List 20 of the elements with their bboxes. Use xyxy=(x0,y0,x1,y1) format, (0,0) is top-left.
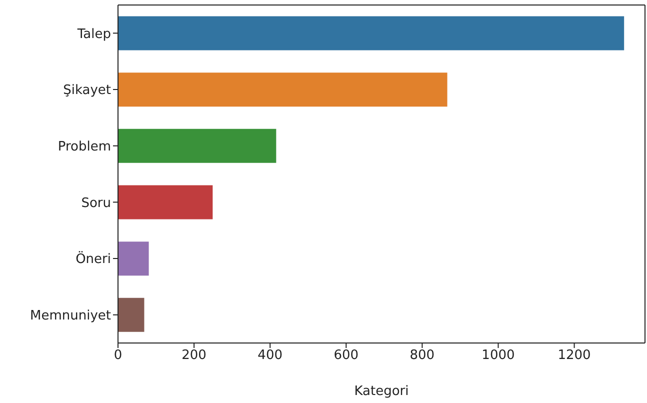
x-tick-label: 800 xyxy=(410,348,435,364)
bar xyxy=(118,128,276,163)
y-tick-label: Öneri xyxy=(76,251,111,268)
y-tick-label: Problem xyxy=(58,139,111,154)
bar xyxy=(118,72,448,107)
x-tick-label: 200 xyxy=(182,348,206,364)
y-tick-label: Şikayet xyxy=(63,83,111,98)
x-tick-label: 1000 xyxy=(482,348,515,364)
x-tick-label: 400 xyxy=(258,348,283,364)
x-axis-title: Kategori xyxy=(354,384,409,399)
y-tick-label: Talep xyxy=(76,26,111,42)
x-tick-label: 1200 xyxy=(558,348,591,364)
y-tick-label: Soru xyxy=(81,196,111,211)
bar xyxy=(118,242,149,276)
bar xyxy=(118,185,213,220)
x-tick-label: 600 xyxy=(334,348,359,364)
bar xyxy=(118,298,144,332)
bar xyxy=(118,16,624,50)
y-tick-label: Memnuniyet xyxy=(30,308,111,324)
x-tick-label: 0 xyxy=(114,348,122,364)
